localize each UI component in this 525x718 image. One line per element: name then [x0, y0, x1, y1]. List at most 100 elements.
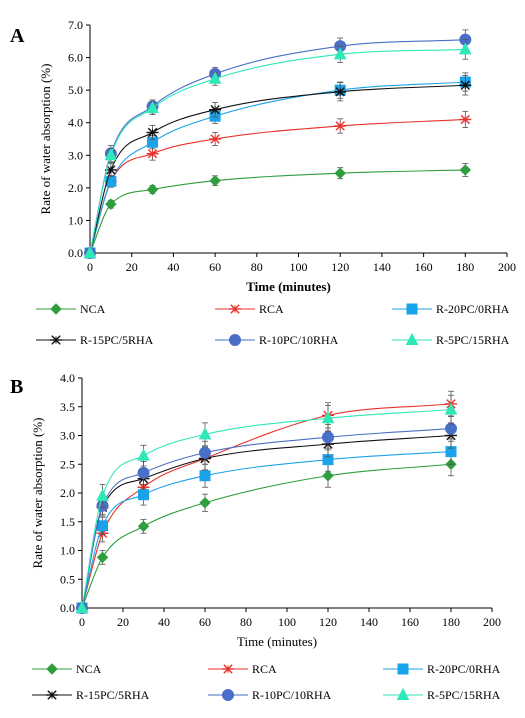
legend-label: R-10PC/10RHA: [252, 688, 332, 702]
legend-marker: [405, 332, 419, 345]
legend-label: NCA: [76, 662, 102, 676]
legend-label: R-15PC/5RHA: [76, 688, 150, 702]
data-point: [146, 100, 159, 114]
x-tick-label: 200: [483, 615, 501, 629]
data-point: [322, 470, 334, 482]
x-tick-label: 180: [456, 260, 474, 274]
series-line: [89, 118, 466, 254]
x-tick-label: 160: [415, 260, 433, 274]
x-tick-label: 120: [319, 615, 337, 629]
data-point: [209, 174, 221, 187]
legend-marker: [46, 690, 58, 700]
legend-marker: [396, 687, 410, 700]
data-point: [146, 183, 159, 196]
data-point: [459, 164, 472, 176]
y-tick-label: 3.5: [60, 400, 75, 414]
legend-entry: R-15PC/5RHA: [32, 688, 150, 702]
legend-marker: [406, 303, 418, 315]
series-line: [89, 84, 466, 254]
y-tick-label: 0.0: [60, 601, 75, 615]
legend-entry: R-10PC/10RHA: [215, 333, 339, 347]
legend-label: R-5PC/15RHA: [436, 333, 510, 347]
legend-entry: R-5PC/15RHA: [383, 687, 501, 702]
legend-entry: R-15PC/5RHA: [36, 333, 154, 347]
x-tick-label: 140: [360, 615, 378, 629]
legend-label: R-20PC/0RHA: [427, 662, 501, 676]
data-point: [334, 167, 346, 179]
series-rca: [84, 110, 472, 258]
legend-label: RCA: [259, 302, 284, 316]
legend-marker: [50, 303, 62, 315]
series-line: [89, 48, 466, 254]
legend-entry: R-20PC/0RHA: [383, 662, 501, 676]
x-tick-label: 20: [126, 260, 138, 274]
y-tick-label: 2.5: [60, 457, 75, 471]
legend-label: R-10PC/10RHA: [259, 333, 339, 347]
x-tick-label: 120: [331, 260, 349, 274]
x-tick-label: 40: [158, 615, 170, 629]
data-point: [138, 489, 149, 501]
legend-label: R-20PC/0RHA: [436, 302, 510, 316]
y-tick-label: 1.0: [68, 213, 83, 227]
x-tick-label: 40: [167, 260, 179, 274]
x-tick-label: 100: [278, 615, 296, 629]
legend-marker: [50, 335, 62, 345]
x-tick-label: 140: [373, 260, 391, 274]
series-r-20pc-0rha: [76, 438, 457, 614]
y-tick-label: 2.0: [68, 181, 83, 195]
series-line: [89, 81, 466, 254]
series-line: [81, 403, 452, 609]
data-point: [209, 104, 222, 115]
x-tick-label: 180: [442, 615, 460, 629]
x-tick-label: 20: [117, 615, 129, 629]
series-r-10pc-10rha: [84, 29, 472, 259]
series-nca: [84, 163, 472, 259]
series-r-20pc-0rha: [84, 72, 471, 259]
series-nca: [76, 452, 457, 614]
legend-label: RCA: [252, 662, 277, 676]
data-point: [97, 520, 108, 532]
series-line: [81, 434, 452, 609]
data-point: [104, 148, 118, 161]
x-tick-label: 0: [87, 260, 93, 274]
x-tick-label: 60: [209, 260, 221, 274]
series-r-10pc-10rha: [76, 415, 457, 614]
x-tick-label: 0: [79, 615, 85, 629]
y-tick-label: 5.0: [68, 83, 83, 97]
y-tick-label: 3.0: [60, 429, 75, 443]
data-point: [458, 42, 472, 55]
legend-label: R-15PC/5RHA: [80, 333, 154, 347]
legend-marker: [229, 304, 241, 314]
y-tick-label: 7.0: [68, 18, 83, 32]
data-point: [459, 114, 472, 125]
data-point: [334, 87, 347, 97]
series-r-15pc-5rha: [76, 422, 457, 613]
y-tick-label: 4.0: [60, 371, 75, 385]
data-point: [333, 47, 347, 60]
data-point: [137, 448, 150, 461]
data-point: [334, 121, 347, 131]
legend-marker: [397, 663, 409, 675]
data-point: [321, 411, 335, 424]
y-tick-label: 0.0: [68, 246, 83, 260]
legend-entry: NCA: [32, 662, 102, 676]
legend-label: NCA: [80, 302, 106, 316]
series-line: [89, 169, 466, 254]
x-tick-label: 160: [401, 615, 419, 629]
y-tick-label: 1.5: [60, 515, 75, 529]
series-r-5pc-15rha: [75, 394, 458, 613]
chart-panel-a: A 0 20 40 60 80 100 120 140 160 180 200 0.0 1.0 2.0 3.0…: [10, 18, 516, 347]
y-axis-label: Rate of water absorption (%): [30, 418, 45, 569]
data-point: [444, 402, 458, 415]
legend-marker: [222, 664, 234, 674]
legend-marker: [229, 334, 241, 346]
y-tick-label: 4.0: [68, 116, 83, 130]
legend-entry: R-10PC/10RHA: [208, 688, 332, 702]
panel-letter: A: [10, 25, 25, 47]
data-point: [199, 497, 211, 509]
series-r-5pc-15rha: [83, 39, 472, 258]
data-point: [209, 134, 222, 144]
data-point: [199, 470, 211, 482]
